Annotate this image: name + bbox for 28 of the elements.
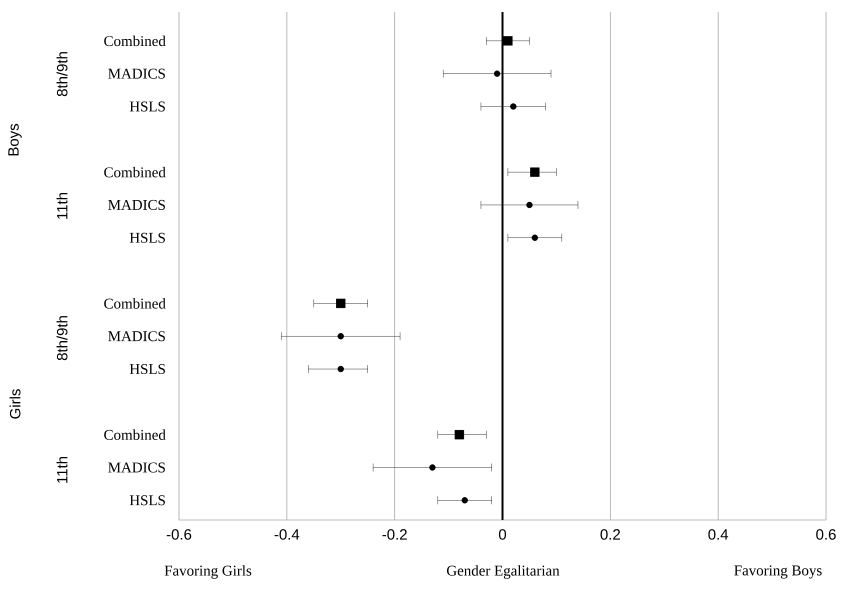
y-tick-label: HSLS: [130, 364, 165, 374]
text: Favoring Girls: [164, 565, 252, 579]
x-tick-label: -0.4: [274, 529, 300, 540]
x-tick-label: 0.6: [816, 529, 836, 540]
y-tick-label: HSLS: [130, 232, 165, 243]
text: Boys: [8, 124, 22, 156]
text: Gender Egalitarian: [446, 565, 560, 579]
y-tick-label: HSLS: [130, 101, 165, 112]
y-tick-label: Combined: [104, 166, 166, 178]
y-tick-label: MADICS: [108, 462, 165, 472]
x-tick-label: -0.2: [382, 529, 407, 540]
y-tick-label: HSLS: [130, 495, 165, 506]
text: 8th/9th: [56, 52, 68, 96]
y-tick-label: Combined: [104, 298, 166, 309]
y-tick-label: MADICS: [108, 331, 165, 342]
y-tick-label: MADICS: [108, 200, 165, 210]
x-tick-label: 0: [498, 529, 506, 540]
x-tick-label: 0.2: [600, 529, 620, 540]
text: 11th: [56, 192, 68, 219]
x-tick-label: 0.4: [708, 529, 728, 540]
text: Favoring Boys: [734, 565, 822, 579]
y-tick-label: Combined: [104, 36, 166, 46]
y-tick-label: Combined: [104, 429, 166, 440]
y-tick-label: MADICS: [108, 68, 165, 79]
text: 11th: [56, 456, 68, 483]
text: Girls: [10, 389, 20, 419]
x-tick-label: -0.6: [166, 529, 192, 540]
text: 8th/9th: [56, 316, 68, 360]
